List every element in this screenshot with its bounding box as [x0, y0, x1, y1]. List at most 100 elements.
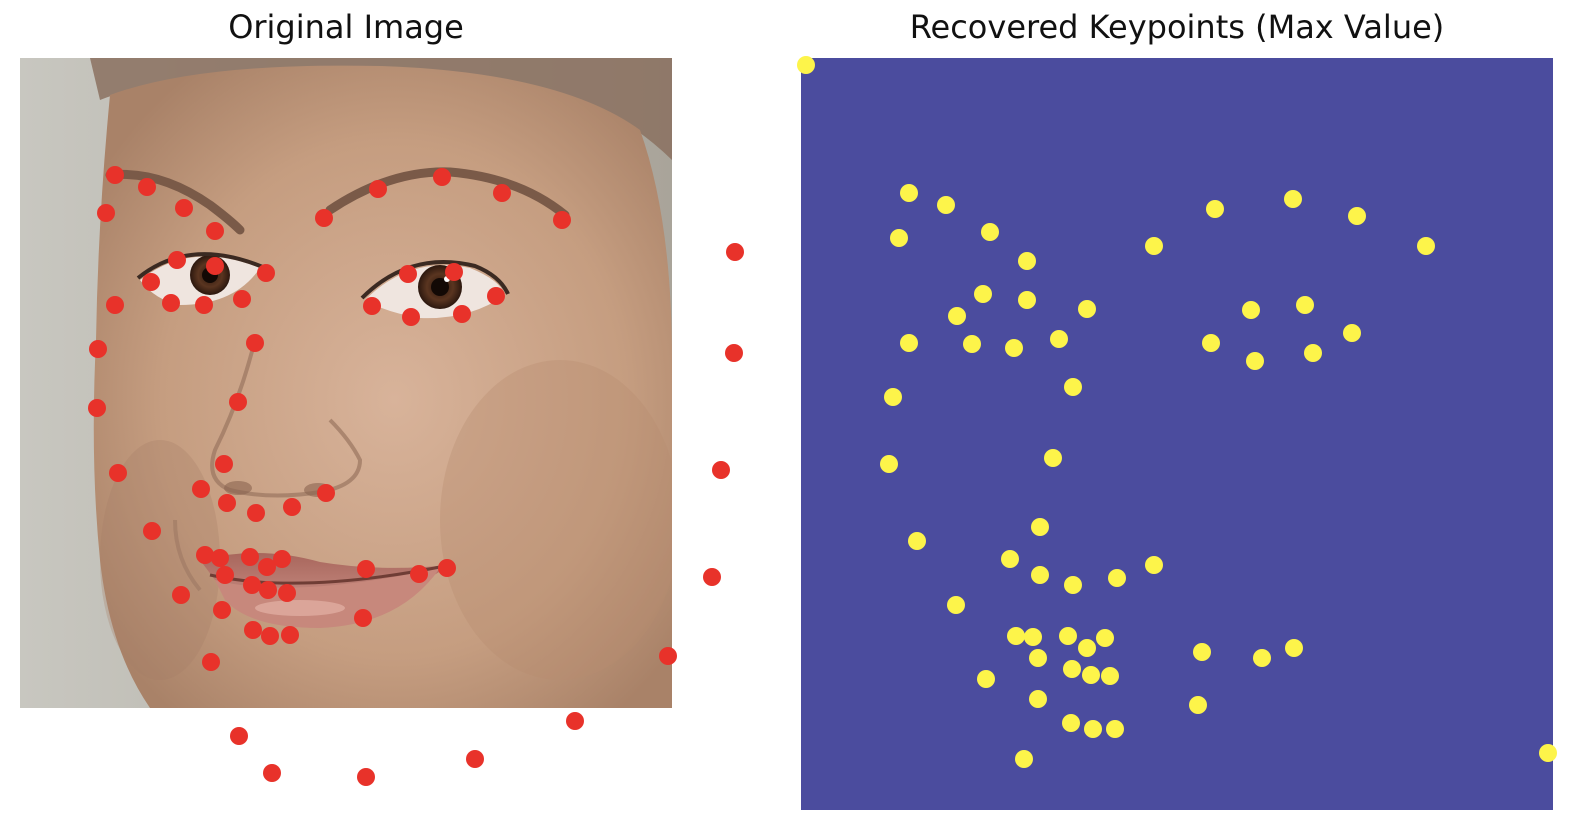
- landmark-point: [726, 243, 744, 261]
- keypoint-dot: [1417, 237, 1435, 255]
- keypoint-dot: [1253, 649, 1271, 667]
- landmark-point: [259, 581, 277, 599]
- keypoint-dots: [797, 56, 1557, 768]
- keypoint-dot: [1064, 378, 1082, 396]
- landmark-point: [354, 609, 372, 627]
- keypoint-dot: [1242, 301, 1260, 319]
- keypoint-dot: [1050, 330, 1068, 348]
- left-eyebrow: [105, 169, 245, 235]
- landmark-point: [168, 251, 186, 269]
- keypoint-dot: [1101, 667, 1119, 685]
- landmark-point: [138, 178, 156, 196]
- landmark-point: [281, 626, 299, 644]
- landmark-point: [363, 297, 381, 315]
- keypoint-dot: [1145, 556, 1163, 574]
- keypoint-dot: [1078, 300, 1096, 318]
- landmark-point: [712, 461, 730, 479]
- landmark-point: [703, 568, 721, 586]
- keypoint-dot: [1108, 569, 1126, 587]
- landmark-point: [399, 265, 417, 283]
- keypoint-dot: [1539, 744, 1557, 762]
- keypoint-dot: [1285, 639, 1303, 657]
- keypoint-dot: [977, 670, 995, 688]
- landmark-point: [487, 287, 505, 305]
- keypoint-dot: [1018, 252, 1036, 270]
- keypoint-dot: [1096, 629, 1114, 647]
- landmark-point: [493, 184, 511, 202]
- keypoint-dot: [797, 56, 815, 74]
- keypoint-dot: [1078, 639, 1096, 657]
- keypoint-dot: [963, 335, 981, 353]
- recovered-keypoints-title: Recovered Keypoints (Max Value): [909, 8, 1445, 46]
- landmark-point: [172, 586, 190, 604]
- keypoint-dot: [1189, 696, 1207, 714]
- landmark-point: [243, 576, 261, 594]
- landmark-point: [357, 768, 375, 786]
- keypoint-dot: [1106, 720, 1124, 738]
- landmark-point: [88, 399, 106, 417]
- landmark-point: [453, 305, 471, 323]
- keypoint-dot: [884, 388, 902, 406]
- keypoint-dot: [1007, 627, 1025, 645]
- landmark-point: [263, 764, 281, 782]
- keypoint-dot: [1063, 660, 1081, 678]
- keypoint-dot: [1001, 550, 1019, 568]
- landmark-point: [247, 504, 265, 522]
- landmark-point: [213, 601, 231, 619]
- landmark-point: [229, 393, 247, 411]
- landmark-point: [175, 199, 193, 217]
- landmark-point: [369, 180, 387, 198]
- landmark-point: [445, 263, 463, 281]
- landmark-point: [244, 621, 262, 639]
- landmark-point: [218, 494, 236, 512]
- keypoint-dot: [1246, 352, 1264, 370]
- landmark-point: [317, 484, 335, 502]
- keypoint-dot: [1348, 207, 1366, 225]
- keypoint-dot: [1082, 666, 1100, 684]
- landmark-point: [106, 296, 124, 314]
- landmark-point: [97, 204, 115, 222]
- keypoint-dot: [947, 596, 965, 614]
- landmark-point: [257, 264, 275, 282]
- keypoint-dot: [1202, 334, 1220, 352]
- landmark-point: [659, 647, 677, 665]
- landmark-point: [246, 334, 264, 352]
- keypoint-dot: [1296, 296, 1314, 314]
- keypoint-dot: [948, 307, 966, 325]
- keypoint-dot: [1059, 627, 1077, 645]
- landmark-point: [278, 584, 296, 602]
- landmark-point: [402, 308, 420, 326]
- keypoint-dot: [1064, 576, 1082, 594]
- landmark-point: [89, 340, 107, 358]
- landmark-point: [233, 290, 251, 308]
- landmark-point: [202, 653, 220, 671]
- keypoint-dot: [1084, 720, 1102, 738]
- keypoint-dot: [890, 229, 908, 247]
- keypoint-dot: [900, 184, 918, 202]
- landmark-point: [241, 548, 259, 566]
- landmark-point: [283, 498, 301, 516]
- landmark-point: [196, 546, 214, 564]
- landmark-point: [410, 565, 428, 583]
- keypoint-dot: [1193, 643, 1211, 661]
- landmark-point: [215, 455, 233, 473]
- landmark-point: [206, 257, 224, 275]
- keypoint-dot: [1005, 339, 1023, 357]
- keypoint-dot: [974, 285, 992, 303]
- landmark-point: [315, 209, 333, 227]
- landmark-point: [438, 559, 456, 577]
- keypoint-dot: [1018, 291, 1036, 309]
- landmark-point: [195, 296, 213, 314]
- landmark-point: [162, 294, 180, 312]
- landmark-point: [142, 273, 160, 291]
- keypoint-dot: [1062, 714, 1080, 732]
- keypoint-dot: [908, 532, 926, 550]
- landmark-point: [258, 558, 276, 576]
- landmark-point: [466, 750, 484, 768]
- keypoint-dot: [1015, 750, 1033, 768]
- keypoint-dot: [1031, 518, 1049, 536]
- landmark-point: [725, 344, 743, 362]
- landmark-point: [216, 566, 234, 584]
- right-eyebrow: [325, 167, 570, 220]
- face-photo-image: [20, 58, 672, 708]
